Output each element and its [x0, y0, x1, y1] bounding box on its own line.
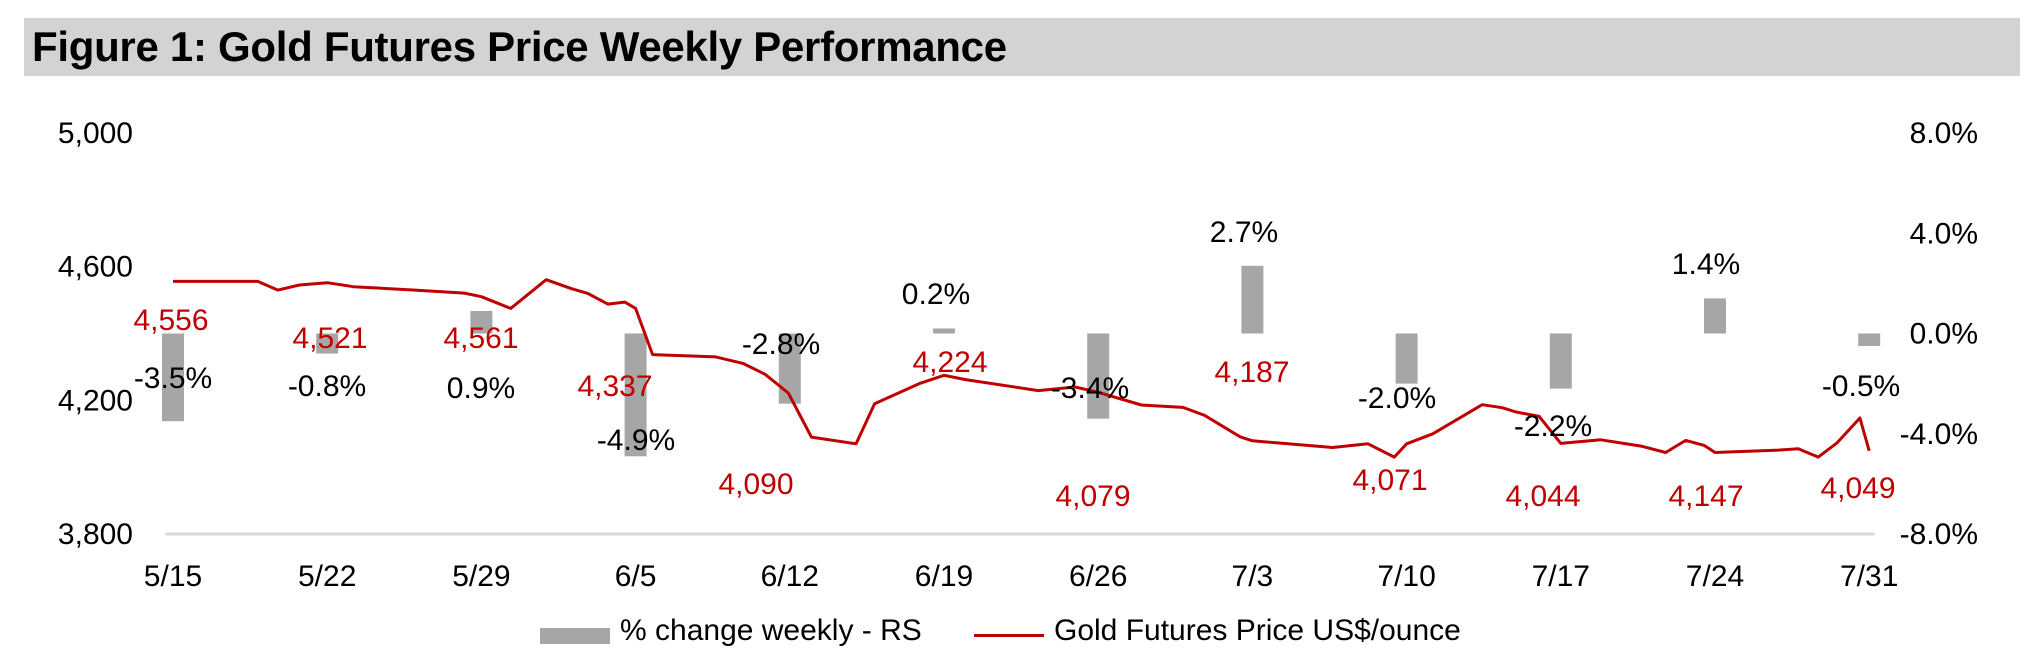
x-tick-label: 5/29	[452, 560, 510, 593]
bar-value-label: -2.8%	[742, 328, 820, 361]
weekly-change-bar	[1858, 333, 1881, 347]
bar-value-label: 2.7%	[1210, 216, 1278, 249]
price-value-label: 4,187	[1214, 356, 1289, 389]
x-tick-label: 5/22	[298, 560, 356, 593]
x-tick-label: 7/24	[1686, 560, 1744, 593]
chart-title: Figure 1: Gold Futures Price Weekly Perf…	[32, 23, 1007, 70]
y-right-tick-label: 4.0%	[1910, 217, 1978, 250]
x-tick-label: 5/15	[144, 560, 202, 593]
bar-value-label: 0.9%	[447, 372, 515, 405]
bar-value-label: -2.2%	[1514, 410, 1592, 443]
legend-line-swatch	[974, 634, 1044, 637]
bar-value-label: -4.9%	[597, 424, 675, 457]
price-value-label: 4,049	[1820, 472, 1895, 505]
x-tick-label: 6/12	[761, 560, 819, 593]
x-tick-label: 7/17	[1532, 560, 1590, 593]
x-tick-label: 6/26	[1069, 560, 1127, 593]
y-right-tick-label: 0.0%	[1910, 318, 1978, 351]
y-left-tick-label: 3,800	[58, 518, 133, 551]
y-right-tick-label: -8.0%	[1900, 518, 1978, 551]
x-tick-label: 7/3	[1232, 560, 1274, 593]
bar-value-label: 0.2%	[902, 278, 970, 311]
gold-price-line	[173, 278, 1871, 459]
price-value-label: 4,561	[443, 322, 518, 355]
bar-value-label: -3.4%	[1051, 372, 1129, 405]
price-value-label: 4,071	[1352, 464, 1427, 497]
y-right-tick-label: -4.0%	[1900, 418, 1978, 451]
x-tick-label: 6/5	[615, 560, 657, 593]
y-left-tick-label: 4,200	[58, 384, 133, 417]
y-right-tick-label: 8.0%	[1910, 117, 1978, 150]
price-value-label: 4,079	[1055, 480, 1130, 513]
price-value-label: 4,337	[577, 370, 652, 403]
bar-value-label: 1.4%	[1672, 248, 1740, 281]
price-value-label: 4,224	[912, 346, 987, 379]
y-left-tick-label: 4,600	[58, 251, 133, 284]
x-tick-label: 7/10	[1377, 560, 1435, 593]
x-tick-label: 7/31	[1840, 560, 1898, 593]
weekly-change-bar	[778, 333, 801, 404]
bar-value-label: -3.5%	[134, 362, 212, 395]
weekly-change-bar	[316, 333, 339, 354]
price-value-label: 4,147	[1668, 480, 1743, 513]
legend-bar-label: % change weekly - RS	[620, 614, 922, 647]
weekly-change-bar	[1241, 265, 1264, 334]
title-bar: Figure 1: Gold Futures Price Weekly Perf…	[24, 18, 2020, 76]
weekly-change-bar	[470, 310, 493, 334]
legend-bar-swatch	[540, 628, 610, 644]
weekly-change-bar	[162, 333, 184, 422]
chart-area: 5,000 4,600 4,200 3,800 8.0% 4.0% 0.0% -4.0% -8.…	[58, 117, 1978, 593]
bar-value-label: -0.5%	[1822, 370, 1900, 403]
legend-line-label: Gold Futures Price US$/ounce	[1054, 614, 1461, 647]
y-left-tick-label: 5,000	[58, 117, 133, 150]
bar-value-label: -2.0%	[1358, 382, 1436, 415]
weekly-change-bar	[933, 328, 955, 334]
weekly-change-bar	[1395, 333, 1418, 384]
price-value-label: 4,090	[718, 468, 793, 501]
x-tick-label: 6/19	[915, 560, 973, 593]
legend: % change weekly - RS Gold Futures Price …	[0, 612, 2028, 652]
weekly-change-bar	[1704, 298, 1726, 334]
weekly-change-bar	[1549, 333, 1572, 389]
weekly-change-bar	[624, 333, 647, 457]
price-value-label: 4,556	[133, 304, 208, 337]
weekly-change-bar	[1087, 333, 1110, 419]
price-value-label: 4,044	[1505, 480, 1580, 513]
bar-value-label: -0.8%	[288, 370, 366, 403]
price-value-label: 4,521	[292, 322, 367, 355]
